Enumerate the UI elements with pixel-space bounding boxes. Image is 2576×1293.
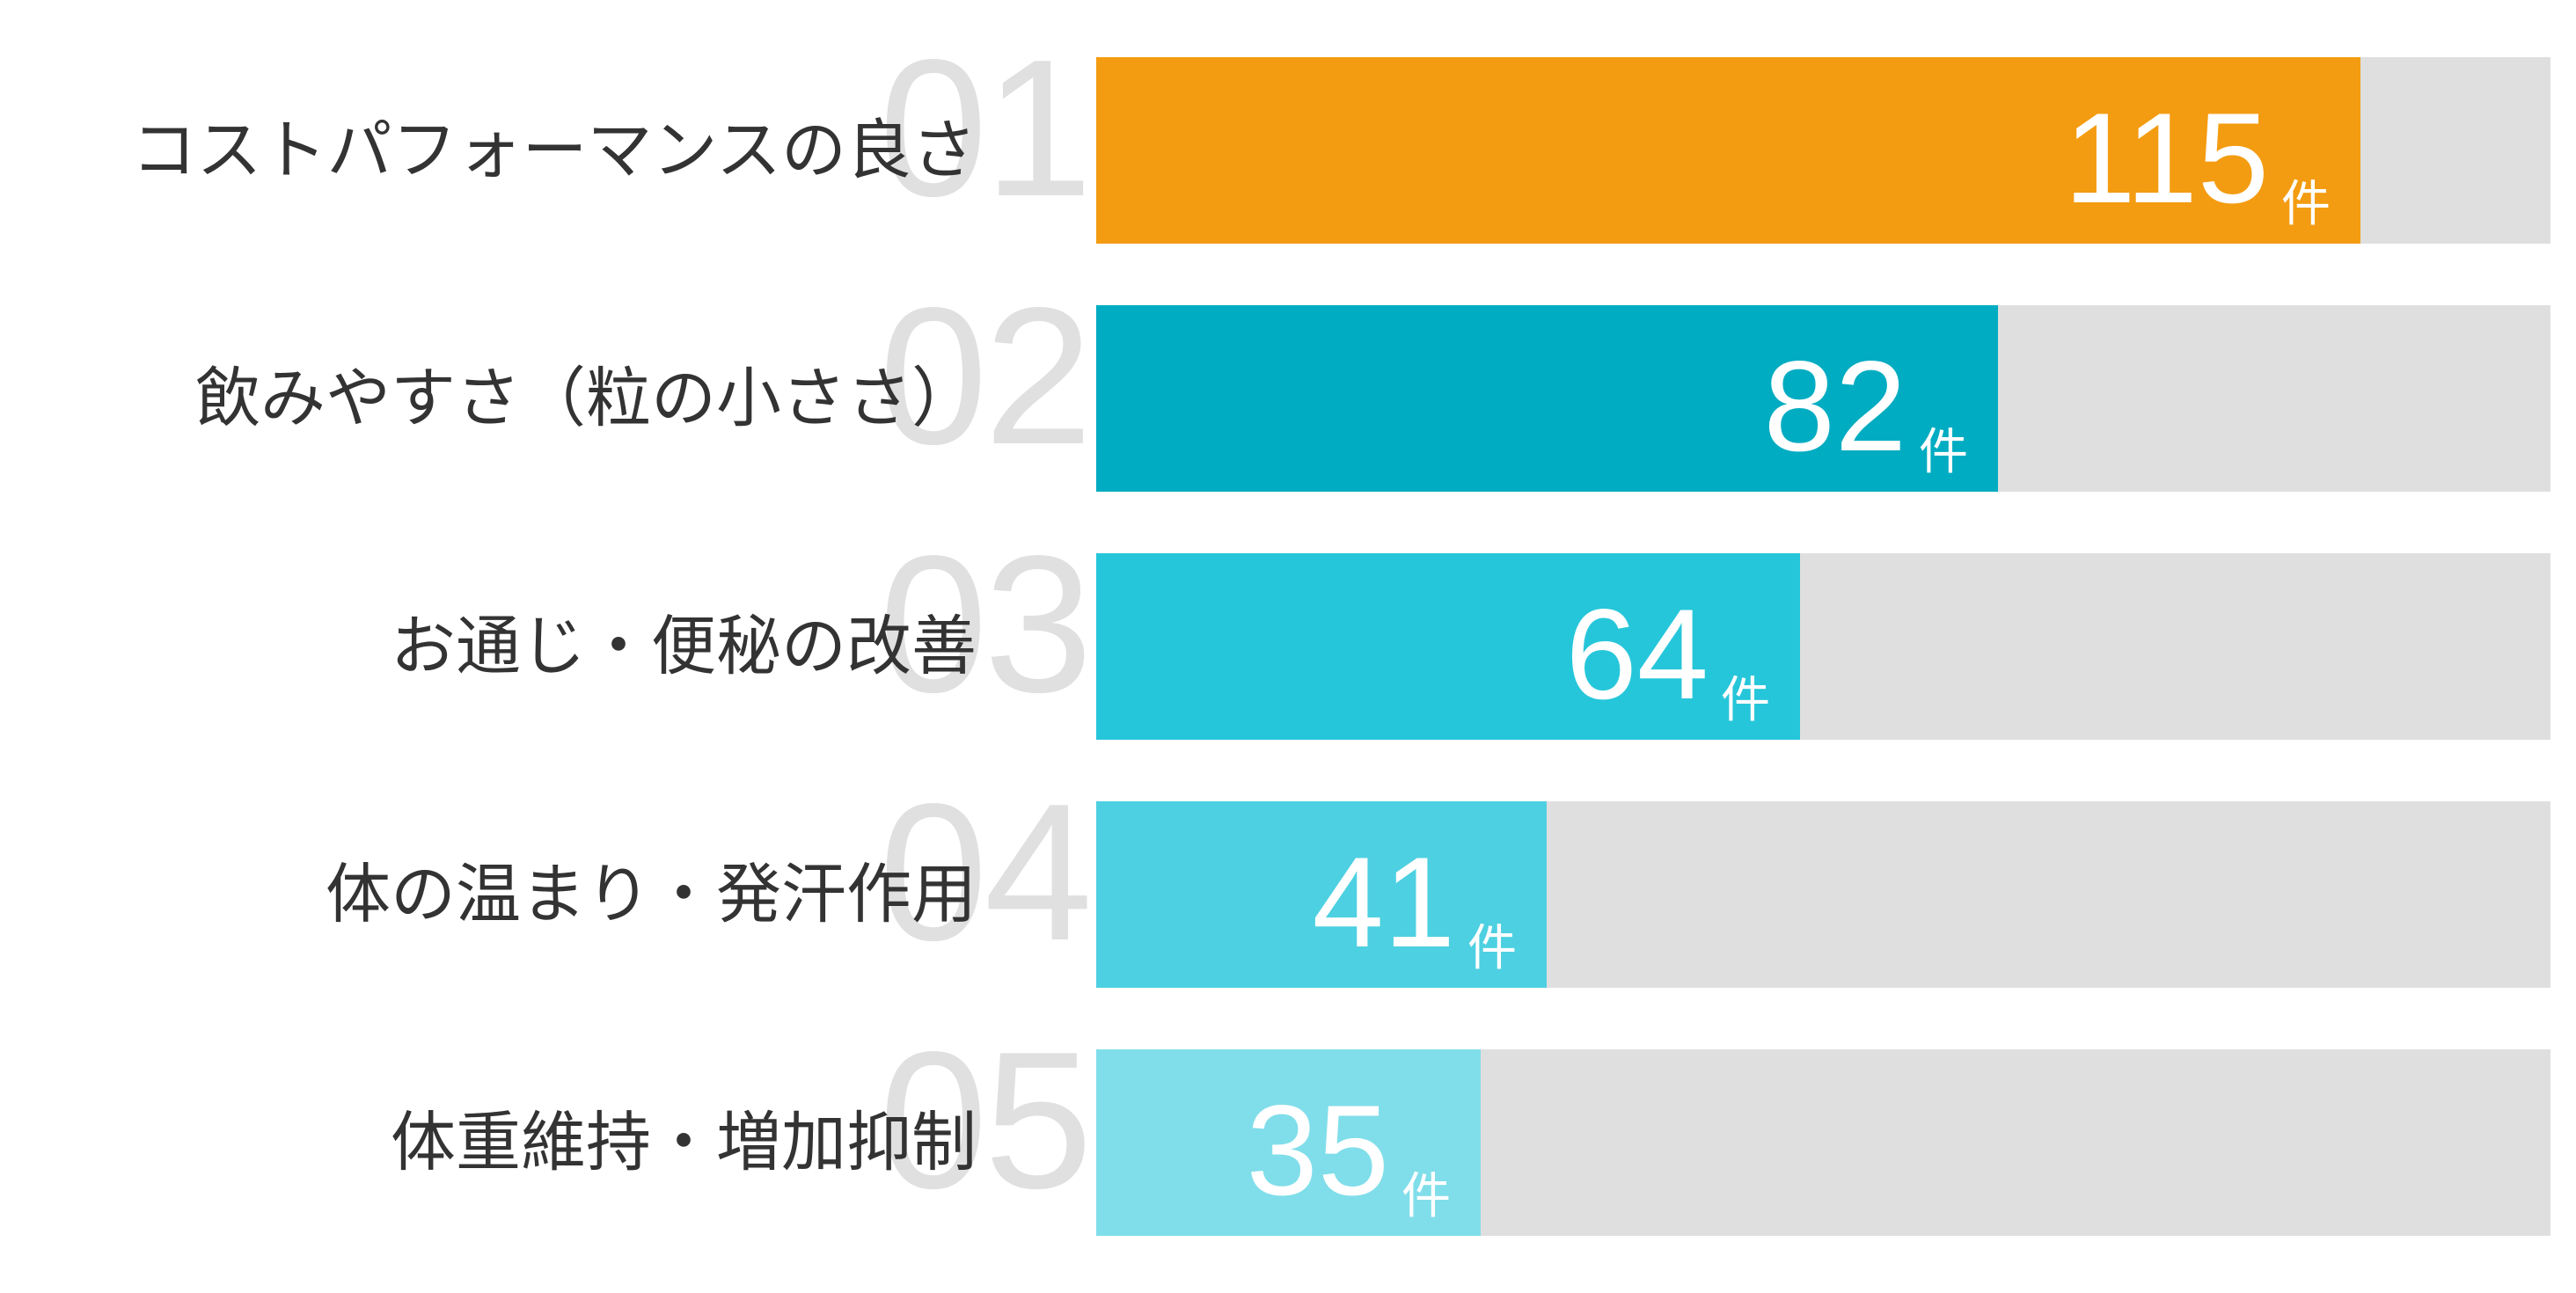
value-unit: 件 (2281, 176, 2331, 233)
value-unit: 件 (1919, 424, 1968, 481)
value-label: 41 件 (1312, 830, 1517, 975)
bar: 115 件 (1096, 57, 2360, 244)
chart-row-1: 01 コストパフォーマンスの良さ 115 件 (0, 31, 2576, 244)
value-unit: 件 (1721, 672, 1770, 729)
value-number: 35 (1246, 1078, 1389, 1222)
value-label: 115 件 (2064, 86, 2331, 231)
chart-row-5: 05 体重維持・増加抑制 35 件 (0, 1023, 2576, 1236)
category-label: お通じ・便秘の改善 (391, 609, 977, 684)
category-label: 体重維持・増加抑制 (391, 1105, 977, 1180)
category-label: 体の温まり・発汗作用 (326, 857, 977, 932)
rank-number: 02 (879, 267, 1093, 486)
rank-number: 05 (879, 1012, 1093, 1230)
value-label: 64 件 (1565, 582, 1770, 727)
value-number: 64 (1565, 582, 1709, 726)
value-number: 82 (1763, 334, 1906, 478)
rank-number: 03 (879, 515, 1093, 734)
category-label: 飲みやすさ（粒の小ささ） (195, 361, 977, 436)
value-label: 82 件 (1763, 334, 1968, 479)
chart-row-4: 04 体の温まり・発汗作用 41 件 (0, 775, 2576, 988)
value-unit: 件 (1401, 1168, 1451, 1225)
bar-track: 35 件 (1096, 1049, 2550, 1236)
rank-number: 04 (879, 763, 1093, 982)
bar-track: 41 件 (1096, 801, 2550, 988)
value-unit: 件 (1467, 920, 1517, 977)
bar-track: 82 件 (1096, 305, 2550, 492)
bar: 35 件 (1096, 1049, 1481, 1236)
value-number: 41 (1312, 830, 1455, 974)
chart-row-3: 03 お通じ・便秘の改善 64 件 (0, 527, 2576, 740)
bar-track: 64 件 (1096, 553, 2550, 740)
bar-track: 115 件 (1096, 57, 2550, 244)
value-label: 35 件 (1246, 1078, 1451, 1224)
bar: 64 件 (1096, 553, 1800, 740)
value-number: 115 (2064, 86, 2269, 230)
bar: 41 件 (1096, 801, 1547, 988)
rank-number: 01 (879, 19, 1093, 237)
bar: 82 件 (1096, 305, 1998, 492)
chart-row-2: 02 飲みやすさ（粒の小ささ） 82 件 (0, 279, 2576, 492)
category-label: コストパフォーマンスの良さ (131, 113, 977, 188)
